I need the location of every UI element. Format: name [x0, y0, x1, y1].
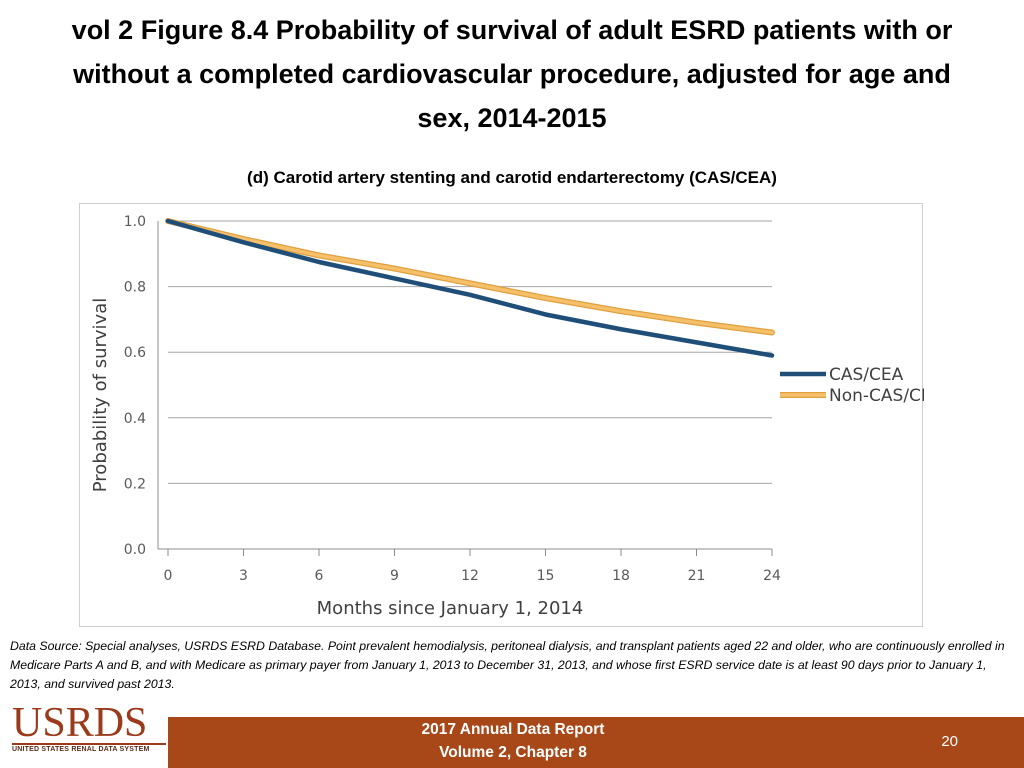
logo-tagline: UNITED STATES RENAL DATA SYSTEM	[12, 743, 166, 753]
x-tick-label: 6	[315, 568, 324, 584]
page-number: 20	[941, 733, 958, 750]
survival-chart: 0.0 0.2 0.4 0.6 0.8 1.0 0 3 6 9 12 15 18 21 24 Months s…	[90, 214, 924, 619]
x-tick-label: 21	[688, 568, 706, 584]
logo-wordmark: USRDS	[12, 700, 148, 746]
slide-title-line-1: vol 2 Figure 8.4 Probability of survival…	[71, 15, 953, 45]
y-tick-label: 0.0	[124, 542, 146, 558]
legend-label-non-cas-cea: Non-CAS/CEA	[829, 386, 924, 406]
x-tick-label: 24	[763, 568, 781, 584]
chart-subtitle: (d) Carotid artery stenting and carotid …	[247, 168, 777, 187]
slide-title-line-2: without a completed cardiovascular proce…	[73, 59, 951, 89]
slide-title: vol 2 Figure 8.4 Probability of survival…	[0, 8, 1024, 140]
y-tick-label: 0.8	[124, 280, 146, 296]
x-tick-label: 9	[390, 568, 399, 584]
x-tick-label: 12	[461, 568, 479, 584]
x-tick-label: 15	[537, 568, 555, 584]
footer-report-title: 2017 Annual Data Report	[421, 721, 605, 738]
x-tick-label: 3	[239, 568, 248, 584]
source-note: Data Source: Special analyses, USRDS ESR…	[10, 639, 1005, 691]
y-tick-label: 0.4	[124, 411, 146, 427]
slide-title-line-3: sex, 2014-2015	[417, 103, 607, 133]
legend-label-cas-cea: CAS/CEA	[829, 365, 904, 385]
usrds-logo: USRDS UNITED STATES RENAL DATA SYSTEM	[12, 700, 166, 755]
y-tick-label: 1.0	[124, 214, 146, 230]
x-tick-label: 0	[164, 568, 173, 584]
x-axis-title: Months since January 1, 2014	[317, 598, 584, 619]
y-tick-label: 0.6	[124, 345, 146, 361]
y-axis-title: Probability of survival	[90, 298, 111, 492]
y-tick-label: 0.2	[124, 476, 146, 492]
footer-bar: 2017 Annual Data Report Volume 2, Chapte…	[168, 717, 1024, 768]
series-line-non-cas-cea	[166, 219, 774, 335]
series-line-cas-cea	[165, 218, 775, 358]
chart-frame: 0.0 0.2 0.4 0.6 0.8 1.0 0 3 6 9 12 15 18 21 24 Months s…	[79, 203, 924, 627]
series-line-non-cas-cea-outline	[165, 218, 775, 336]
x-tick-label: 18	[612, 568, 630, 584]
footer-chapter: Volume 2, Chapter 8	[439, 744, 587, 761]
